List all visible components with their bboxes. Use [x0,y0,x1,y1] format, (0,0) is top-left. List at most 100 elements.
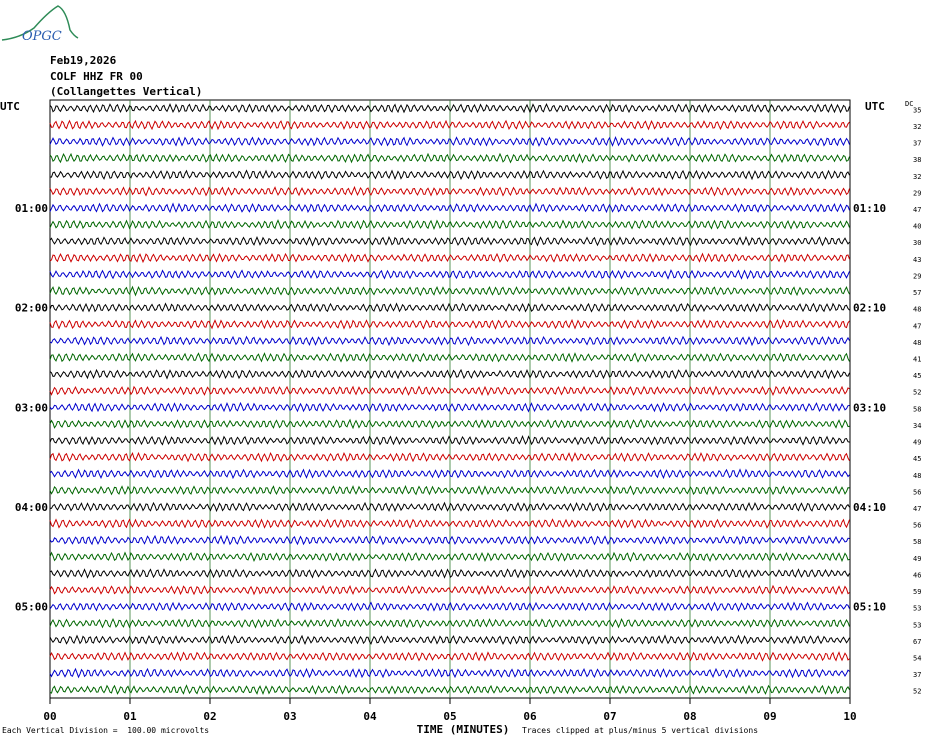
dc-value: 32 [913,173,921,181]
dc-value: 37 [913,140,921,148]
date-label: Feb19,2026 [50,54,117,67]
dc-value: 45 [913,372,921,380]
dc-value: 53 [913,621,921,629]
dc-value: 46 [913,571,921,579]
right-utc-title: UTC [865,100,885,113]
left-utc-title: UTC [0,100,20,113]
dc-value: 47 [913,505,921,513]
x-tick-label: 02 [203,710,216,723]
dc-value: 48 [913,472,921,480]
hour-label-left: 04:00 [15,501,48,514]
seismic-trace [49,368,850,380]
seismic-trace [49,102,850,114]
seismic-trace [49,501,850,513]
hour-label-right: 02:10 [853,302,886,315]
seismic-trace [49,468,850,480]
x-axis-title: TIME (MINUTES) [417,723,510,736]
dc-value: 32 [913,123,921,131]
x-tick-label: 00 [43,710,56,723]
hour-label-left: 01:00 [15,202,48,215]
seismic-trace [49,684,850,696]
seismic-trace [49,185,850,197]
dc-value: 47 [913,322,921,330]
station-label: COLF HHZ FR 00 [50,70,143,83]
dc-value: 29 [913,272,921,280]
seismic-trace [49,601,850,612]
hour-label-right: 05:10 [853,601,886,614]
seismic-trace [49,401,850,413]
seismic-trace [49,651,850,662]
hour-label-right: 04:10 [853,501,886,514]
seismic-trace [49,617,850,629]
dc-value: 40 [913,223,921,231]
clip-footnote: Traces clipped at plus/minus 5 vertical … [522,726,759,735]
x-tick-label: 05 [443,710,456,723]
x-tick-label: 08 [683,710,696,723]
dc-value: 56 [913,488,921,496]
seismic-trace [49,584,850,596]
dc-value: 49 [913,555,921,563]
seismic-trace [49,285,850,297]
dc-value: 48 [913,339,921,347]
x-tick-label: 07 [603,710,616,723]
hour-label-right: 03:10 [853,401,886,414]
opgc-logo: OPGC [0,2,80,48]
hour-label-left: 05:00 [15,601,48,614]
seismic-trace [49,235,850,247]
seismic-trace [49,335,850,347]
dc-value: 52 [913,389,921,397]
dc-value: 58 [913,538,921,546]
seismic-trace [49,418,850,430]
seismic-trace [49,152,850,164]
dc-value: 57 [913,289,921,297]
seismic-trace [49,667,850,679]
logo-text: OPGC [22,29,62,44]
dc-value: 58 [913,405,921,413]
seismic-trace [49,634,850,646]
x-tick-label: 10 [843,710,856,723]
seismic-trace [49,135,850,147]
seismic-trace [49,434,850,446]
dc-value: 47 [913,206,921,214]
x-tick-label: 09 [763,710,776,723]
dc-value: 54 [913,654,921,662]
seismic-trace [49,518,850,529]
dc-value: 59 [913,588,921,596]
x-tick-label: 06 [523,710,537,723]
seismic-trace [49,568,850,579]
seismic-trace [49,169,850,181]
seismic-trace [49,352,850,363]
seismic-trace [49,385,850,396]
seismic-trace [49,202,850,214]
dc-value: 56 [913,522,921,530]
dc-value: 30 [913,239,921,247]
seismic-trace [49,551,850,563]
hour-label-left: 02:00 [15,302,48,315]
x-tick-label: 04 [363,710,377,723]
site-label: (Collangettes Vertical) [50,85,203,98]
dc-value: 53 [913,605,921,613]
seismic-trace [49,219,850,231]
seismic-trace [49,534,850,546]
dc-value: 29 [913,189,921,197]
hour-label-left: 03:00 [15,401,48,414]
scale-footnote: Each Vertical Division = 100.00 microvol… [2,726,210,735]
dc-value: 43 [913,256,921,264]
dc-header: DC [905,100,913,108]
dc-value: 38 [913,156,921,164]
dc-value: 67 [913,638,921,646]
seismic-trace [49,318,850,330]
seismic-trace [49,451,850,463]
dc-value: 52 [913,688,921,696]
seismic-trace [49,484,850,496]
seismic-trace [49,252,850,264]
seismic-trace [49,302,850,313]
hour-label-right: 01:10 [853,202,886,215]
dc-value: 49 [913,439,921,447]
seismic-trace [49,269,850,280]
dc-value: 37 [913,671,921,679]
dc-value: 45 [913,455,921,463]
dc-value: 48 [913,306,921,314]
x-tick-label: 03 [283,710,296,723]
